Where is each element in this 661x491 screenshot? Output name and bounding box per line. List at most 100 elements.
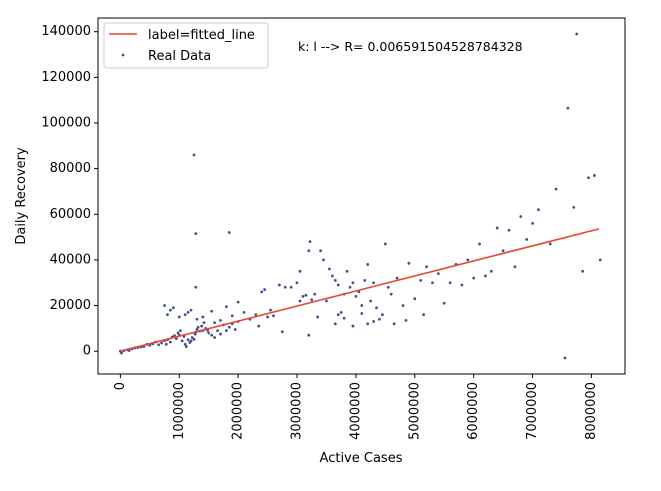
annotation-text: k: l --> R= 0.006591504528784328 — [298, 39, 523, 54]
legend-box — [103, 22, 269, 69]
data-point — [194, 285, 198, 289]
data-point — [381, 313, 384, 317]
data-point — [501, 249, 505, 253]
data-point — [186, 310, 190, 314]
data-point — [308, 240, 312, 244]
data-point — [422, 313, 426, 317]
data-point — [460, 283, 464, 287]
data-point — [195, 317, 199, 321]
data-point — [425, 265, 428, 269]
data-point — [525, 237, 529, 241]
data-point — [304, 293, 308, 297]
data-point — [195, 328, 199, 331]
data-point — [196, 325, 200, 329]
data-point — [160, 341, 163, 345]
legend-real-data-swatch — [121, 53, 125, 57]
y-tick-label: 100000 — [41, 115, 91, 130]
data-point — [289, 285, 293, 289]
data-point — [157, 343, 161, 347]
data-point — [513, 265, 517, 269]
legend-fitted-line-label: label=fitted_line — [148, 28, 255, 43]
data-point — [236, 300, 240, 304]
data-point — [201, 315, 205, 319]
data-point — [183, 342, 187, 346]
data-point — [192, 153, 196, 157]
data-point — [174, 337, 178, 341]
data-point — [233, 328, 237, 331]
data-point — [436, 272, 440, 275]
data-point — [242, 310, 246, 314]
fitted-lines — [120, 228, 600, 352]
data-point — [210, 333, 214, 337]
data-point — [179, 329, 182, 333]
y-axis-ticks: 0 20000 40000 60000 80000 100000 120000 140000 — [41, 24, 98, 359]
data-point — [383, 242, 387, 246]
data-point — [164, 342, 168, 346]
data-point — [190, 336, 194, 339]
data-point — [316, 315, 320, 319]
data-point — [351, 281, 355, 285]
data-point — [563, 356, 567, 360]
data-point — [192, 337, 196, 341]
y-tick-label: 20000 — [50, 298, 91, 313]
data-point — [592, 174, 596, 177]
data-point — [325, 299, 328, 303]
data-point — [351, 324, 355, 328]
y-tick-label: 80000 — [50, 161, 91, 176]
data-point — [495, 226, 499, 230]
data-point — [283, 285, 287, 289]
data-point — [313, 292, 317, 296]
data-point — [166, 313, 169, 317]
data-point — [366, 263, 370, 266]
data-point — [572, 206, 576, 209]
data-point — [176, 331, 180, 335]
data-point — [336, 283, 340, 287]
data-point — [272, 314, 275, 318]
data-point — [372, 281, 375, 285]
data-point — [177, 315, 181, 319]
data-point — [333, 279, 337, 282]
x-tick-label: 2000000 — [231, 382, 246, 440]
data-point — [186, 338, 190, 342]
data-point — [224, 305, 228, 309]
data-point — [230, 314, 234, 318]
x-tick-label: 6000000 — [466, 382, 481, 440]
data-point — [194, 232, 198, 236]
data-point — [202, 321, 206, 325]
data-point — [395, 276, 399, 280]
data-point — [307, 333, 311, 337]
data-point — [369, 299, 373, 303]
data-point — [363, 279, 367, 282]
data-point — [442, 301, 446, 305]
data-point — [189, 308, 193, 312]
data-point — [472, 276, 476, 280]
data-point — [372, 320, 375, 323]
data-point — [360, 312, 364, 315]
data-point — [598, 258, 602, 262]
data-point — [263, 288, 267, 291]
data-point — [183, 313, 187, 317]
data-point — [257, 324, 261, 328]
data-point — [219, 332, 222, 336]
data-point — [531, 221, 534, 225]
data-point — [184, 345, 188, 349]
data-point — [407, 261, 411, 265]
y-tick-label: 140000 — [41, 24, 91, 39]
data-point — [213, 336, 216, 339]
data-point — [431, 281, 434, 285]
data-point — [339, 310, 343, 314]
data-point — [489, 269, 493, 273]
data-point — [419, 279, 423, 282]
x-tick-label: 1000000 — [172, 382, 187, 440]
data-point — [169, 308, 172, 312]
data-point — [519, 215, 523, 218]
data-point — [169, 340, 172, 344]
data-point — [328, 267, 331, 271]
x-tick-label: 3000000 — [290, 382, 305, 440]
data-point — [348, 285, 352, 289]
data-point — [298, 299, 302, 303]
data-point — [401, 304, 405, 307]
data-point — [254, 313, 258, 317]
data-point — [227, 231, 231, 234]
